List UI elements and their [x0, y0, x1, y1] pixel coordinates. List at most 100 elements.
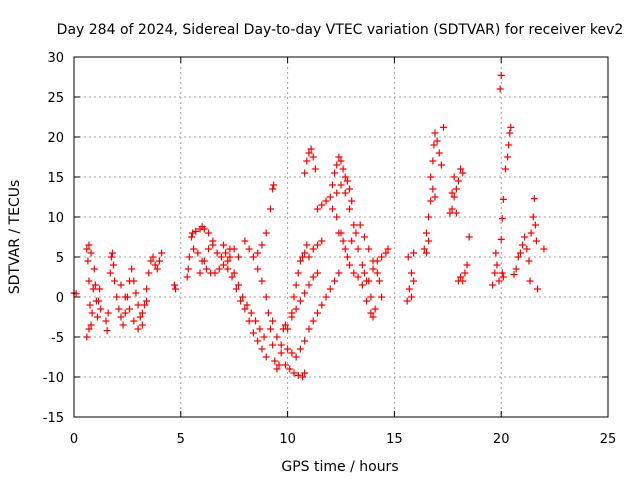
data-point	[358, 281, 366, 289]
data-point	[519, 241, 527, 249]
data-point	[299, 253, 307, 261]
y-tick-labels: -15 -10 -5 0 5 10 15 20 25 30	[43, 51, 64, 426]
y-tick-label: 5	[56, 251, 64, 266]
data-point	[365, 277, 373, 285]
data-point	[526, 277, 534, 285]
data-point	[292, 353, 300, 361]
data-point	[527, 229, 535, 237]
data-point	[115, 305, 123, 313]
data-point	[97, 305, 105, 313]
data-point	[262, 229, 270, 237]
data-point	[448, 189, 456, 197]
data-point	[504, 153, 512, 161]
data-point	[267, 205, 275, 213]
data-point	[348, 237, 356, 245]
data-point	[521, 233, 529, 241]
data-point	[341, 245, 349, 253]
chart-title: Day 284 of 2024, Sidereal Day-to-day VTE…	[57, 22, 624, 38]
data-point	[234, 253, 242, 261]
data-point	[382, 249, 390, 257]
data-point	[217, 253, 225, 261]
data-point	[314, 241, 322, 249]
data-point	[311, 165, 319, 173]
data-point	[299, 373, 307, 381]
data-point	[281, 361, 289, 369]
data-point	[429, 157, 437, 165]
data-point	[516, 249, 524, 257]
data-point	[245, 317, 253, 325]
data-point	[292, 281, 300, 289]
data-point	[534, 285, 542, 293]
data-point	[121, 293, 129, 301]
data-point	[260, 333, 268, 341]
data-point	[422, 249, 430, 257]
data-point	[495, 277, 503, 285]
data-point	[143, 285, 151, 293]
data-point	[213, 249, 221, 257]
data-point	[407, 269, 415, 277]
data-point	[326, 193, 334, 201]
x-tick-label: 15	[386, 432, 403, 447]
data-point	[499, 195, 507, 203]
data-point	[126, 305, 134, 313]
data-point	[88, 309, 96, 317]
data-point	[339, 237, 347, 245]
data-point	[108, 249, 116, 257]
data-point	[86, 301, 94, 309]
data-point	[183, 273, 191, 281]
data-point	[404, 253, 412, 261]
data-point	[459, 169, 467, 177]
data-point	[267, 325, 275, 333]
data-point	[499, 273, 507, 281]
data-point	[288, 309, 296, 317]
data-point	[85, 325, 93, 333]
data-point	[452, 209, 460, 217]
data-point	[117, 281, 125, 289]
data-point	[301, 289, 309, 297]
x-tick-label: 25	[600, 432, 617, 447]
data-point	[457, 273, 465, 281]
data-point	[506, 129, 514, 137]
data-point	[305, 149, 313, 157]
data-point	[425, 213, 433, 221]
data-point	[497, 71, 505, 79]
data-point	[252, 317, 260, 325]
data-point	[461, 269, 469, 277]
data-point	[337, 181, 345, 189]
data-point	[435, 149, 443, 157]
data-point	[143, 297, 151, 305]
data-point	[190, 245, 198, 253]
data-point	[147, 257, 155, 265]
data-point	[373, 257, 381, 265]
data-point	[205, 245, 213, 253]
data-point	[269, 317, 277, 325]
data-point	[354, 273, 362, 281]
x-axis-label: GPS time / hours	[281, 459, 398, 475]
data-point	[425, 237, 433, 245]
data-point	[237, 297, 245, 305]
data-point	[153, 265, 161, 273]
data-point	[410, 277, 418, 285]
y-tick-label: -15	[43, 411, 64, 426]
data-point	[430, 141, 438, 149]
data-point	[90, 265, 98, 273]
data-point	[339, 165, 347, 173]
data-point	[117, 313, 125, 321]
data-point	[501, 165, 509, 173]
data-point	[335, 229, 343, 237]
data-point	[200, 257, 208, 265]
data-point	[307, 145, 315, 153]
y-tick-label: 15	[47, 171, 64, 186]
data-point	[530, 195, 538, 203]
data-point	[314, 205, 322, 213]
data-point	[459, 277, 467, 285]
data-point	[352, 229, 360, 237]
data-point	[211, 269, 219, 277]
data-point	[110, 261, 118, 269]
data-point	[378, 293, 386, 301]
x-tick-label: 5	[177, 432, 185, 447]
data-point	[230, 245, 238, 253]
data-point	[275, 361, 283, 369]
data-point	[228, 273, 236, 281]
data-point	[103, 327, 111, 335]
